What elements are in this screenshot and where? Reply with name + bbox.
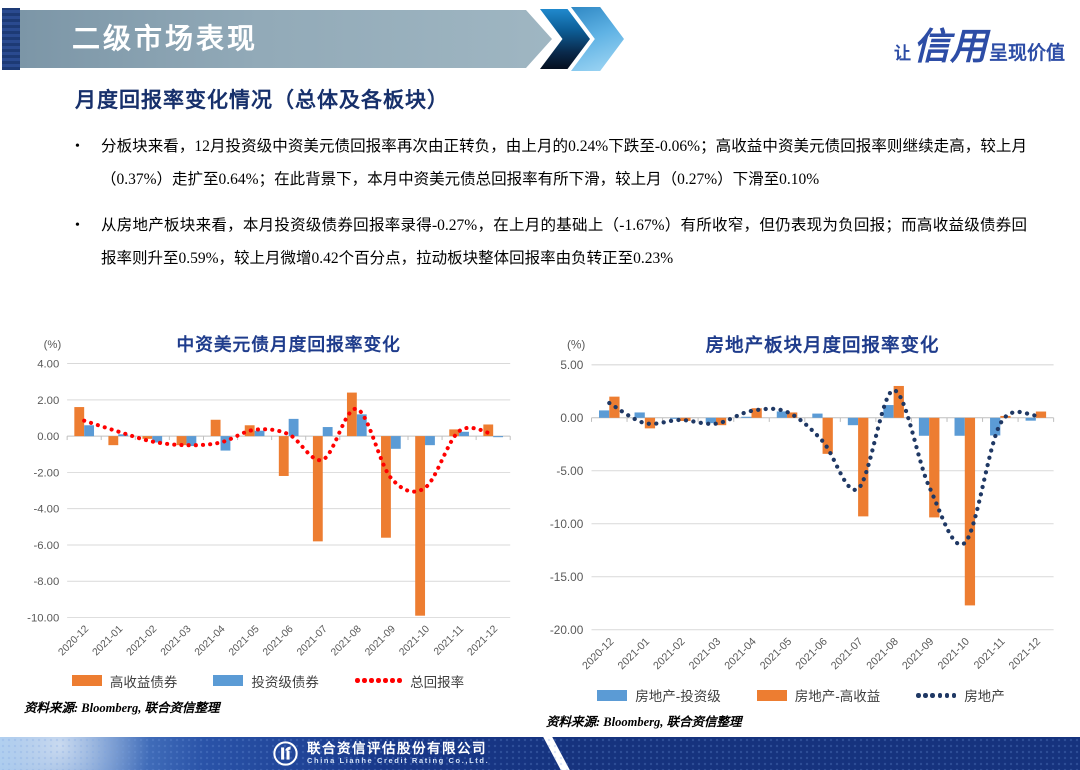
svg-text:-8.00: -8.00 xyxy=(33,576,59,588)
legend-item: 投资级债券 xyxy=(213,671,319,691)
svg-text:2021-12: 2021-12 xyxy=(1007,636,1043,672)
legend-swatch xyxy=(597,689,628,701)
bullet-marker: • xyxy=(75,218,80,233)
svg-text:中资美元债月度回报率变化: 中资美元债月度回报率变化 xyxy=(176,334,400,355)
svg-text:2020-12: 2020-12 xyxy=(57,624,92,659)
svg-text:0.00: 0.00 xyxy=(37,431,59,443)
svg-text:2021-01: 2021-01 xyxy=(616,636,652,672)
legend-swatch xyxy=(71,675,102,687)
legend-item: 高收益债券 xyxy=(71,671,178,691)
legend-label: 房地产 xyxy=(964,689,1005,705)
svg-text:2021-08: 2021-08 xyxy=(329,624,364,659)
legend-label: 房地产-高收益 xyxy=(794,689,881,705)
svg-text:4.00: 4.00 xyxy=(37,358,59,370)
bullet-item: • 从房地产板块来看，本月投资级债券回报率录得-0.27%，在上月的基础上（-1… xyxy=(75,209,1027,275)
bullet-text: 分板块来看，12月投资级中资美元债回报率再次由正转负，由上月的0.24%下跌至-… xyxy=(101,138,1027,188)
svg-text:2021-07: 2021-07 xyxy=(295,624,330,659)
svg-text:-15.00: -15.00 xyxy=(550,570,584,584)
source-note: 资料来源: Bloomberg, 联合资信整理 xyxy=(546,715,742,730)
legend-dotted-swatch xyxy=(916,693,957,698)
svg-text:2021-05: 2021-05 xyxy=(758,636,794,672)
svg-text:2021-12: 2021-12 xyxy=(466,624,501,659)
svg-text:2021-10: 2021-10 xyxy=(936,636,972,672)
bullet-list: • 分板块来看，12月投资级中资美元债回报率再次由正转负，由上月的0.24%下跌… xyxy=(75,130,1027,288)
chart-usd-bond-legend: 高收益债券 投资级债券 总回报率 xyxy=(12,671,524,691)
chart-usd-bond-returns: 4.00 2.00 0.00 -2.00 -4.00 -6.00 -8.00 -10.00 20… xyxy=(12,334,524,730)
chart-real-estate-plot: 5.00 0.00 -5.00 -10.00 -15.00 -20.00 2020-12 20… xyxy=(534,334,1068,691)
legend-item: 房地产-投资级 xyxy=(597,685,721,705)
svg-text:2021-06: 2021-06 xyxy=(261,624,296,659)
svg-text:-4.00: -4.00 xyxy=(33,504,59,516)
svg-text:(%): (%) xyxy=(44,339,62,351)
bullet-marker: • xyxy=(75,139,80,154)
svg-text:-10.00: -10.00 xyxy=(550,517,584,531)
svg-text:2021-03: 2021-03 xyxy=(159,624,194,659)
svg-text:2020-12: 2020-12 xyxy=(580,636,616,672)
svg-text:-10.00: -10.00 xyxy=(27,613,59,625)
bullet-text: 从房地产板块来看，本月投资级债券回报率录得-0.27%，在上月的基础上（-1.6… xyxy=(101,217,1027,267)
legend-item: 房地产-高收益 xyxy=(756,685,881,705)
svg-text:2021-01: 2021-01 xyxy=(91,624,126,659)
page-title: 月度回报率变化情况（总体及各板块） xyxy=(75,89,449,112)
legend-label: 总回报率 xyxy=(410,674,465,690)
banner-title: 二级市场表现 xyxy=(72,23,259,54)
svg-text:2021-07: 2021-07 xyxy=(829,636,865,672)
legend-swatch xyxy=(213,675,244,687)
svg-text:2021-11: 2021-11 xyxy=(432,624,466,658)
svg-text:2021-11: 2021-11 xyxy=(972,636,1008,672)
brand-slogan: 让 信用 呈现价值 xyxy=(830,16,1065,70)
svg-text:-6.00: -6.00 xyxy=(33,540,59,552)
svg-text:-5.00: -5.00 xyxy=(556,464,583,478)
legend-label: 投资级债券 xyxy=(251,674,319,690)
svg-text:2021-02: 2021-02 xyxy=(125,624,160,659)
legend-item: 房地产 xyxy=(916,685,1005,705)
svg-text:2021-10: 2021-10 xyxy=(398,624,433,659)
company-name-cn: 联合资信评估股份有限公司 xyxy=(307,741,487,756)
svg-text:2021-04: 2021-04 xyxy=(722,636,758,672)
legend-dotted-swatch xyxy=(354,678,403,683)
svg-text:-20.00: -20.00 xyxy=(550,623,584,637)
svg-text:2021-06: 2021-06 xyxy=(793,636,829,672)
svg-text:2021-08: 2021-08 xyxy=(864,636,900,672)
svg-text:2.00: 2.00 xyxy=(37,395,59,407)
slogan-suffix: 呈现价值 xyxy=(988,43,1065,64)
legend-label: 房地产-投资级 xyxy=(635,689,721,705)
svg-text:2021-09: 2021-09 xyxy=(900,636,936,672)
svg-text:0.00: 0.00 xyxy=(560,411,583,425)
lianhe-logo-icon xyxy=(273,741,298,766)
svg-text:2021-03: 2021-03 xyxy=(687,636,723,672)
svg-text:2021-04: 2021-04 xyxy=(193,624,228,659)
svg-text:5.00: 5.00 xyxy=(560,358,583,372)
svg-text:-2.00: -2.00 xyxy=(33,467,59,479)
chart-real-estate-returns: 5.00 0.00 -5.00 -10.00 -15.00 -20.00 2020-12 20… xyxy=(534,334,1068,730)
svg-text:2021-05: 2021-05 xyxy=(227,624,262,659)
header-banner: 二级市场表现 xyxy=(20,10,552,68)
footer-company: 联合资信评估股份有限公司 China Lianhe Credit Rating … xyxy=(307,741,489,766)
chart-real-estate-legend: 房地产-投资级 房地产-高收益 房地产 xyxy=(534,685,1068,705)
svg-text:房地产板块月度回报率变化: 房地产板块月度回报率变化 xyxy=(706,334,940,355)
svg-text:2021-02: 2021-02 xyxy=(651,636,687,672)
legend-label: 高收益债券 xyxy=(109,674,178,690)
footer-band: 联合资信评估股份有限公司 China Lianhe Credit Rating … xyxy=(0,735,1080,770)
bullet-item: • 分板块来看，12月投资级中资美元债回报率再次由正转负，由上月的0.24%下跌… xyxy=(75,130,1027,196)
source-note: 资料来源: Bloomberg, 联合资信整理 xyxy=(24,700,220,715)
chart-usd-bond-plot: 4.00 2.00 0.00 -2.00 -4.00 -6.00 -8.00 -10.00 20… xyxy=(12,334,524,677)
header-edge-decoration xyxy=(2,8,20,70)
slogan-prefix: 让 xyxy=(893,44,911,63)
svg-text:2021-09: 2021-09 xyxy=(363,624,398,659)
charts-row: 4.00 2.00 0.00 -2.00 -4.00 -6.00 -8.00 -10.00 20… xyxy=(0,334,1080,730)
legend-swatch xyxy=(756,689,787,701)
footer-logo-row: 联合资信评估股份有限公司 China Lianhe Credit Rating … xyxy=(272,740,489,767)
svg-text:(%): (%) xyxy=(567,337,585,351)
legend-item: 总回报率 xyxy=(354,671,465,691)
chart-svg: 4.002.000.00-2.00-4.00-6.00-8.00-10.0020… xyxy=(27,334,511,659)
company-name-en: China Lianhe Credit Rating Co.,Ltd. xyxy=(307,756,490,765)
slogan-emphasis: 信用 xyxy=(912,27,987,68)
